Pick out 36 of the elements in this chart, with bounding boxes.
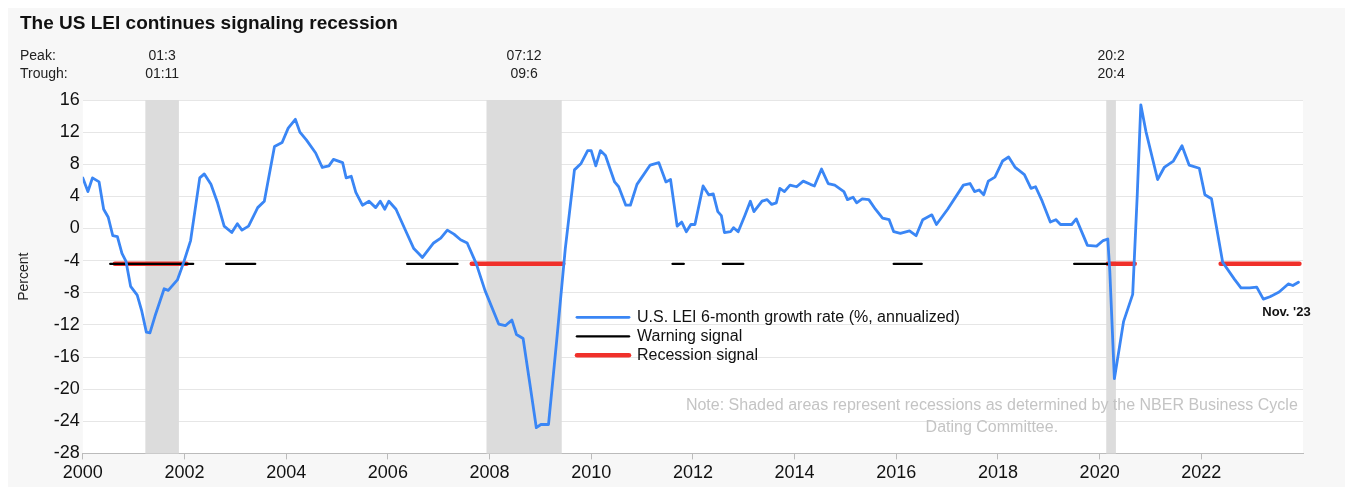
y-axis-title: Percent (15, 252, 32, 301)
x-tick-label: 2022 (1181, 462, 1222, 483)
y-tick-label: -12 (53, 313, 80, 334)
x-tick-label: 2014 (774, 462, 815, 483)
x-tick-label: 2008 (469, 462, 510, 483)
x-tick-label: 2020 (1079, 462, 1120, 483)
x-tick-label: 2016 (876, 462, 917, 483)
x-tick-label: 2018 (977, 462, 1018, 483)
x-tick-label: 2000 (62, 462, 103, 483)
y-tick-label: -24 (53, 410, 80, 431)
y-tick-label: -4 (63, 249, 80, 270)
y-tick-label: -16 (53, 345, 80, 366)
legend-label: Warning signal (636, 326, 743, 344)
x-tick-label: 2012 (672, 462, 713, 483)
x-tick-label: 2004 (266, 462, 307, 483)
y-tick-label: -28 (53, 442, 80, 463)
band-label: 20:2 20:4 (1097, 46, 1125, 81)
band-label: 01:3 01:11 (145, 46, 180, 81)
legend-label: Recession signal (636, 345, 758, 363)
y-tick-label: 12 (59, 121, 80, 142)
x-tick-label: 2006 (367, 462, 408, 483)
annotation: Nov. '23 (1262, 304, 1311, 320)
y-tick-label: -8 (63, 281, 80, 302)
x-tick-label: 2002 (164, 462, 205, 483)
band-label: 07:12 09:6 (506, 46, 542, 81)
legend-label: U.S. LEI 6-month growth rate (%, annualized) (636, 307, 960, 325)
y-tick-label: 8 (69, 153, 80, 174)
y-tick-label: -20 (53, 378, 80, 399)
y-tick-label: 16 (59, 88, 80, 109)
text: Peak: (20, 46, 56, 63)
x-tick-label: 2010 (571, 462, 612, 483)
chart-title: The US LEI continues signaling recession (20, 11, 398, 33)
y-tick-label: 4 (69, 185, 80, 206)
y-tick-label: 0 (69, 217, 80, 238)
annotation: Note: Shaded areas represent recessions as determined by the NBER Business Cycle Dating Committee. (685, 395, 1298, 435)
text: Trough: (20, 64, 68, 81)
